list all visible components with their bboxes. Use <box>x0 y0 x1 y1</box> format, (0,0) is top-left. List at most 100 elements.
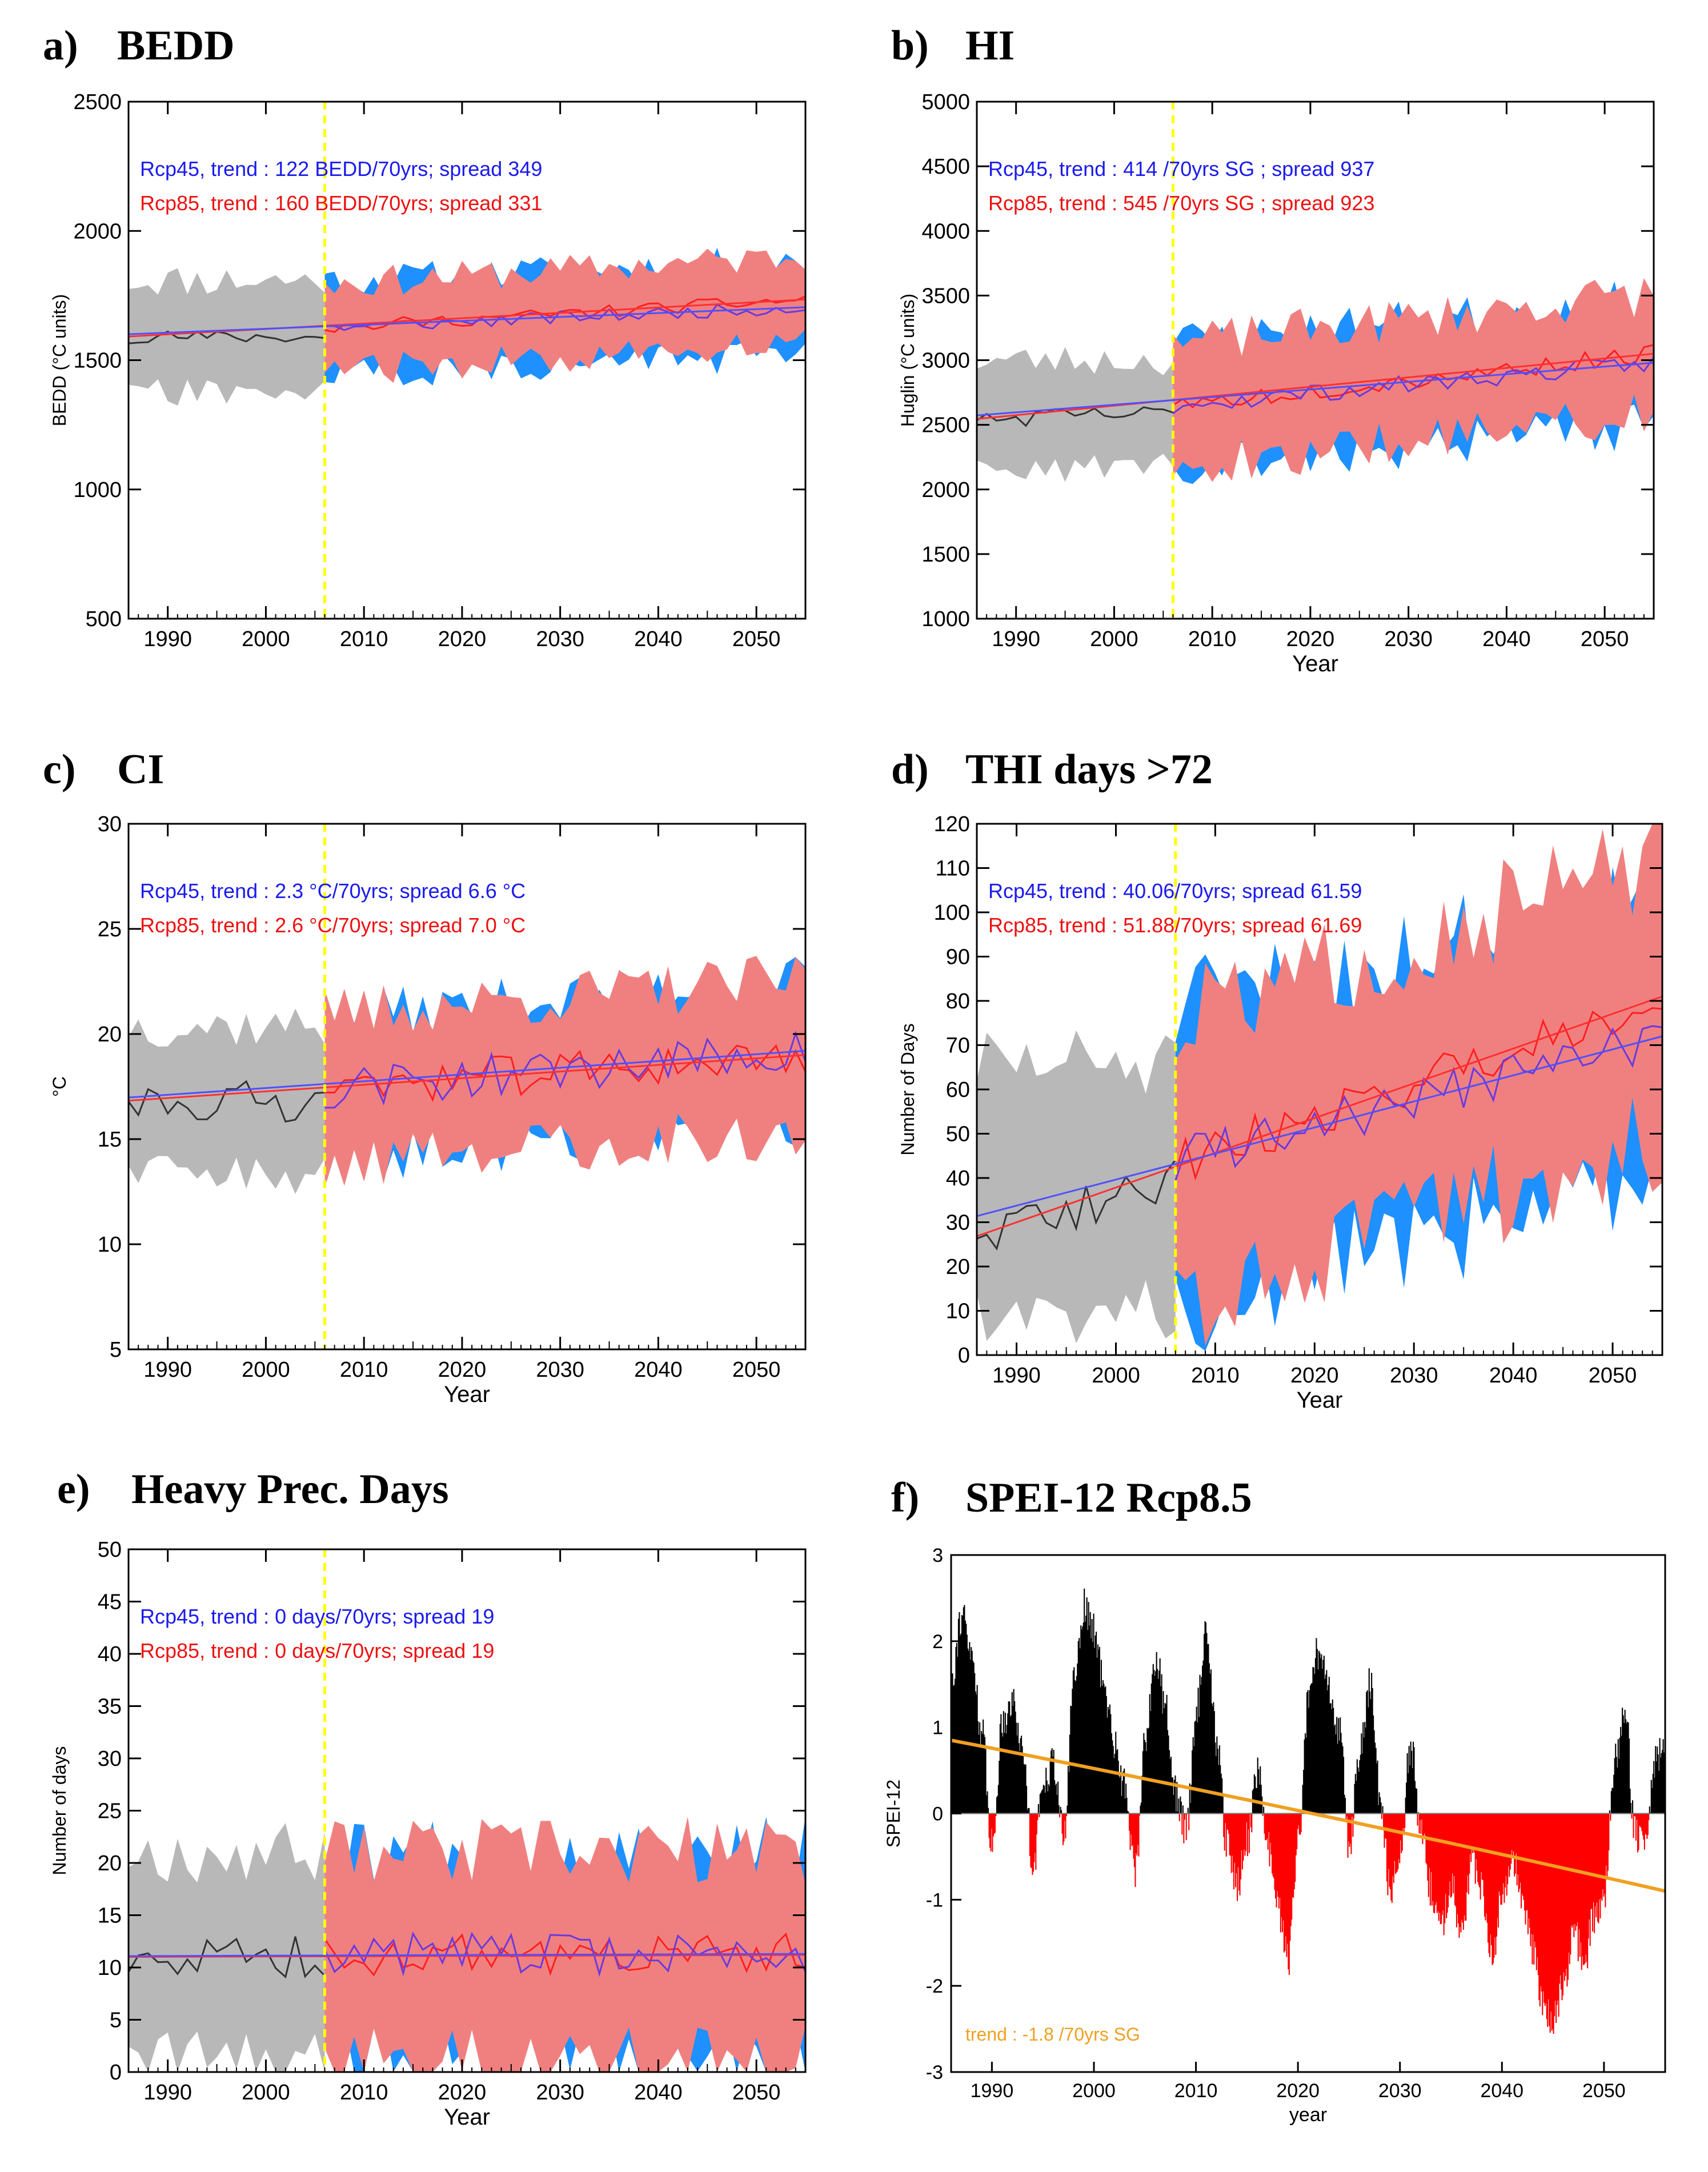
panel-a-ytick-label: 1500 <box>73 349 122 373</box>
panel-d-ytick-label: 120 <box>934 812 970 836</box>
spei-bar <box>1204 1621 1206 1814</box>
panel-b-rcp45-line <box>1172 356 1655 414</box>
spei-bar <box>1510 1813 1512 1864</box>
spei-bar <box>1451 1813 1453 1897</box>
spei-bar <box>1250 1813 1252 1828</box>
spei-bar <box>1381 1813 1383 1820</box>
spei-bar <box>1048 1784 1049 1814</box>
spei-bar <box>1164 1708 1165 1814</box>
spei-bar <box>1334 1724 1336 1814</box>
spei-bar <box>1542 1813 1543 2015</box>
spei-bar <box>997 1796 999 1814</box>
spei-bar <box>1363 1737 1365 1814</box>
spei-bar <box>1574 1813 1575 1925</box>
spei-xtick-label: 1990 <box>971 2080 1014 2102</box>
spei-bar <box>1020 1738 1021 1814</box>
spei-bar <box>1512 1813 1514 1856</box>
spei-bar <box>1060 1806 1061 1814</box>
spei-bar <box>1624 1709 1626 1814</box>
spei-bar <box>1445 1813 1446 1894</box>
panel-c-hist-band <box>129 1008 325 1194</box>
spei-bar <box>1412 1768 1413 1814</box>
spei-bar <box>1647 1813 1649 1836</box>
spei-bar <box>1202 1665 1204 1814</box>
spei-ytick-label: -3 <box>926 2062 943 2083</box>
spei-bar <box>1586 1813 1587 1962</box>
panel-d-ytick-label: 20 <box>946 1255 970 1279</box>
spei-bar <box>971 1647 972 1814</box>
spei-bar <box>1005 1733 1007 1814</box>
spei-bar <box>1603 1813 1605 1897</box>
spei-bar <box>1476 1813 1477 1860</box>
spei-bar <box>1545 1813 1547 2003</box>
spei-bar <box>1408 1773 1409 1814</box>
spei-bar <box>1331 1709 1333 1814</box>
spei-bar <box>1495 1813 1497 1937</box>
spei-bar <box>1396 1813 1397 1873</box>
spei-bar <box>1562 1813 1563 1995</box>
spei-bar <box>1372 1688 1373 1814</box>
spei-bar <box>1091 1619 1093 1814</box>
spei-bar <box>1072 1689 1073 1814</box>
spei-bar <box>1627 1721 1629 1814</box>
spei-bar <box>1455 1813 1457 1907</box>
spei-bar <box>1589 1813 1591 1946</box>
spei-bar <box>1436 1813 1438 1913</box>
spei-bar <box>1597 1813 1599 1922</box>
spei-bar <box>1531 1813 1533 1965</box>
spei-bar <box>1410 1741 1412 1814</box>
spei-bar <box>1645 1813 1646 1834</box>
spei-bar <box>1661 1753 1662 1814</box>
chart-bedd: 500 1000 1500 2000 2500 1990 2000 2010 2020 2030 2… <box>49 90 807 651</box>
spei-bar <box>1125 1784 1127 1814</box>
spei-bar <box>1122 1771 1124 1814</box>
spei-bar <box>1267 1813 1269 1850</box>
spei-bar <box>1326 1690 1328 1814</box>
spei-bar <box>1244 1813 1246 1856</box>
spei-bar <box>1457 1813 1458 1914</box>
spei-bar <box>963 1607 964 1814</box>
spei-bar <box>1044 1793 1046 1814</box>
spei-bar <box>1437 1813 1439 1911</box>
spei-bar <box>1535 1813 1537 1970</box>
spei-bar <box>1402 1813 1404 1828</box>
spei-bar <box>976 1694 977 1814</box>
spei-bar <box>1222 1795 1224 1814</box>
spei-bar <box>1138 1813 1140 1857</box>
spei-bar <box>1505 1813 1507 1876</box>
spei-bar <box>1332 1699 1333 1814</box>
spei-bar <box>1361 1753 1363 1814</box>
spei-bar <box>1243 1813 1245 1850</box>
spei-bar <box>1004 1712 1006 1814</box>
spei-bar <box>1530 1813 1532 1934</box>
spei-bar <box>1328 1685 1329 1814</box>
spei-bar <box>1286 1813 1288 1957</box>
spei-bar <box>1537 1813 1539 1975</box>
spei-bar <box>1281 1813 1282 1918</box>
spei-bar <box>1062 1813 1064 1845</box>
panel-d-ytick-label: 10 <box>946 1300 970 1324</box>
spei-bar <box>1421 1813 1422 1820</box>
spei-bar <box>969 1642 971 1814</box>
spei-bar <box>1025 1764 1027 1814</box>
spei-bar <box>1621 1736 1622 1814</box>
spei-bar <box>1198 1717 1200 1814</box>
spei-bar <box>1570 1813 1571 1955</box>
spei-bar <box>1610 1791 1612 1814</box>
spei-bar <box>1403 1813 1405 1833</box>
spei-bar <box>1537 1813 1538 1958</box>
spei-bar <box>1036 1813 1037 1835</box>
spei-bar <box>1058 1805 1060 1814</box>
spei-bar <box>964 1605 965 1814</box>
spei-bar <box>1429 1813 1431 1906</box>
spei-bar <box>1168 1735 1169 1814</box>
spei-bar <box>1384 1813 1386 1838</box>
panel-a-ytick-label: 1000 <box>73 478 122 502</box>
spei-bar <box>1563 1813 1565 1973</box>
spei-bar <box>1413 1741 1414 1814</box>
panel-e-title: e) Heavy Prec. Days <box>57 1465 449 1514</box>
spei-bar <box>1129 1813 1130 1831</box>
spei-bar <box>1056 1794 1058 1814</box>
spei-bar <box>1646 1813 1648 1839</box>
panel-e-hist-band <box>129 1823 325 2072</box>
